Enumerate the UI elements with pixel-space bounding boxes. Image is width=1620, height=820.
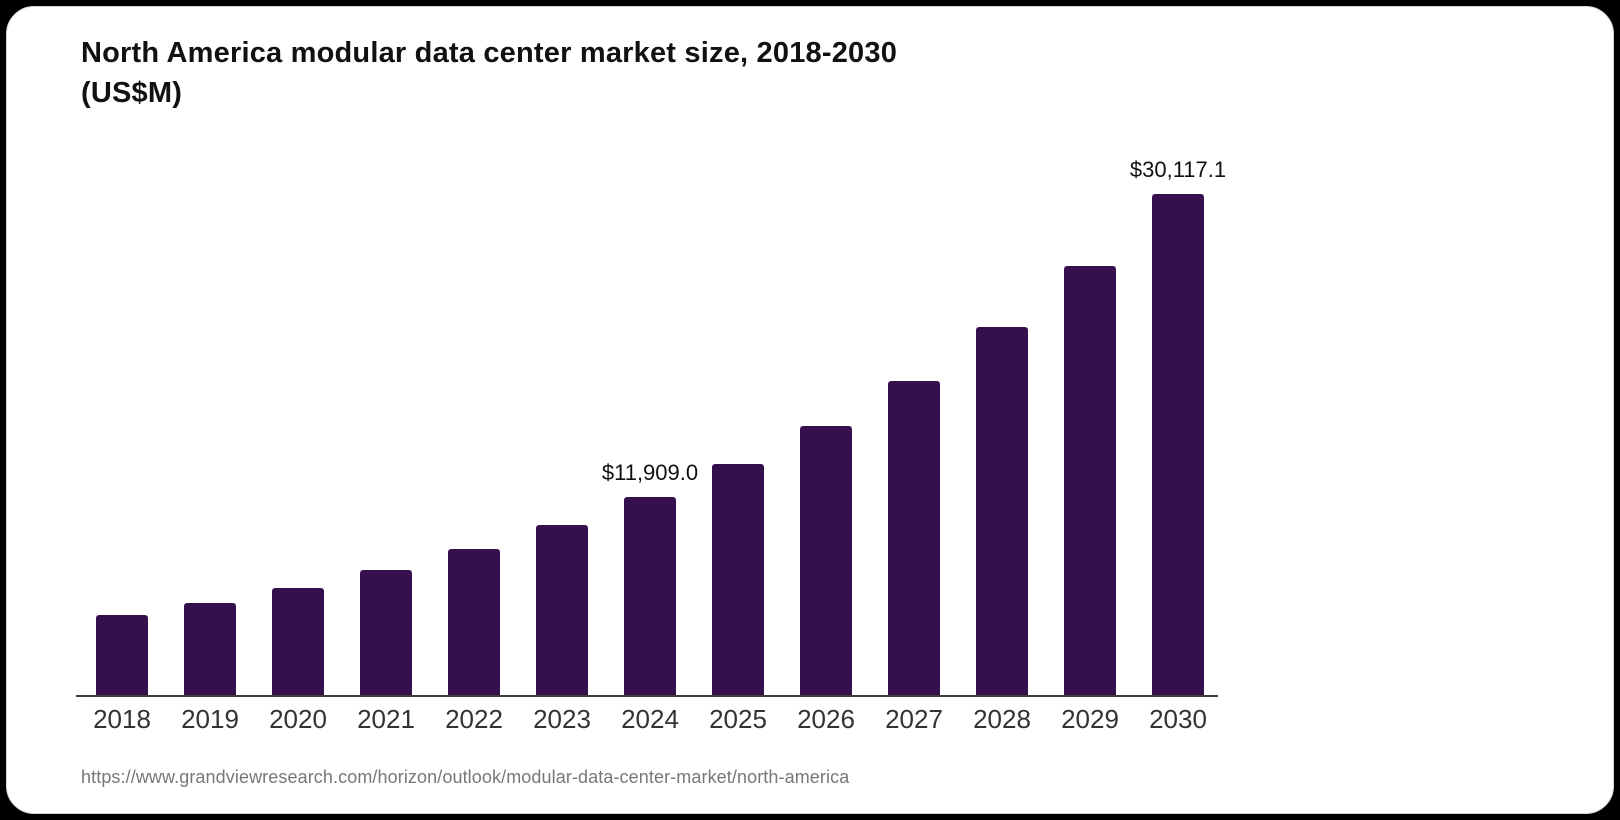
bar-2026 [800, 425, 852, 695]
bar-chart-plot: $11,909.0 $30,117.1 [76, 151, 1226, 697]
data-label-2030: $30,117.1 [1129, 157, 1227, 182]
x-tick-2022: 2022 [445, 704, 503, 734]
bar-2027 [888, 380, 940, 695]
data-label-2024: $11,909.0 [601, 459, 699, 485]
x-tick-2019: 2019 [181, 704, 239, 734]
x-tick-2020: 2020 [269, 704, 327, 734]
x-tick-2023: 2023 [533, 704, 591, 734]
x-tick-2018: 2018 [93, 704, 151, 734]
x-tick-2024: 2024 [621, 704, 679, 734]
x-tick-2027: 2027 [885, 704, 943, 734]
x-axis-labels: 2018 2019 2020 2021 2022 2023 2024 2025 2026 2027… [76, 704, 1218, 738]
bar-2019 [184, 602, 236, 695]
bar-2028 [976, 327, 1028, 695]
chart-title: North America modular data center market… [81, 33, 897, 113]
bar-2030 [1152, 194, 1204, 695]
x-tick-2026: 2026 [797, 704, 855, 734]
x-tick-2029: 2029 [1061, 704, 1119, 734]
x-tick-2021: 2021 [357, 704, 415, 734]
bar-2021 [360, 570, 412, 695]
bar-2029 [1064, 265, 1116, 695]
chart-title-line2: (US$M) [81, 77, 183, 109]
x-tick-2025: 2025 [709, 704, 767, 734]
x-tick-2028: 2028 [973, 704, 1031, 734]
source-url: https://www.grandviewresearch.com/horizo… [81, 767, 850, 787]
bar-2018 [96, 615, 148, 695]
bar-2024 [624, 496, 676, 695]
bar-2023 [536, 525, 588, 695]
bar-2020 [272, 587, 324, 695]
bar-2022 [448, 548, 500, 695]
chart-title-line1: North America modular data center market… [81, 37, 898, 69]
bar-2025 [712, 463, 764, 695]
chart-card: North America modular data center market… [6, 6, 1614, 814]
x-tick-2030: 2030 [1149, 704, 1207, 734]
